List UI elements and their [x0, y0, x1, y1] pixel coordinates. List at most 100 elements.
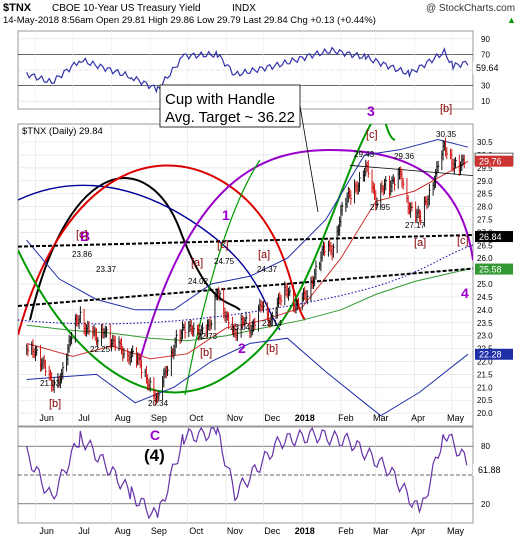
- price-tick-label: 26.5: [477, 241, 493, 250]
- rsi-tick-label: 10: [481, 97, 490, 106]
- price-tick-label: 24.5: [477, 293, 493, 302]
- price-panel: $TNX (Daily) 29.84 30.530.029.529.028.52…: [17, 123, 514, 427]
- stoch-axis: 80 20: [481, 442, 490, 509]
- cup-callout-line1: Cup with Handle: [165, 91, 275, 108]
- x-axis-label-price: May: [447, 413, 465, 423]
- stoch-last-tag: [473, 464, 515, 476]
- x-axis-label-stoch: May: [447, 526, 465, 536]
- wave-c-label-1: [c]: [76, 229, 88, 241]
- rsi-tick-label: 30: [481, 82, 490, 91]
- symbol-label: $TNX: [3, 2, 32, 14]
- price-tick-label: 29.5: [477, 164, 493, 173]
- x-axis-label-price: Aug: [115, 413, 131, 423]
- wave-c-label-3: [c]: [366, 129, 378, 141]
- x-axis-label-stoch: Nov: [227, 526, 244, 536]
- price-bars: [26, 137, 466, 405]
- level-tag-text: 25.58: [479, 265, 502, 275]
- price-note-22-25: 22.25: [90, 345, 111, 354]
- exchange-label: INDX: [232, 3, 256, 14]
- level-tag-box: [475, 155, 513, 167]
- rsi-last-value: 59.64: [476, 63, 499, 73]
- x-axis-label-stoch: Apr: [411, 526, 425, 536]
- price-note-20-34: 20.34: [148, 399, 169, 408]
- wave-a-label-3: [a]: [414, 237, 426, 249]
- watermark: @ StockCharts.com: [426, 3, 515, 14]
- level-tag-box: [475, 263, 513, 275]
- cycle-arc-blue: [18, 184, 281, 331]
- level-tag-text: 26.84: [479, 232, 502, 242]
- instrument-name: CBOE 10-Year US Treasury Yield: [52, 3, 201, 14]
- rsi-last-tag: [473, 62, 513, 74]
- stoch-tick-label: 20: [481, 500, 490, 509]
- wave-1-label: 1: [222, 207, 230, 223]
- rsi-tick-label: 70: [481, 50, 490, 59]
- price-tick-label: 27.5: [477, 216, 493, 225]
- cup-callout-box: [159, 84, 301, 128]
- price-tick-label: 20.0: [477, 409, 493, 418]
- x-axis-label-price: Sep: [151, 413, 167, 423]
- x-axis-label-price: Nov: [227, 413, 244, 423]
- wave-C-label: C: [150, 427, 160, 443]
- wave-a-label-1: [a]: [191, 257, 203, 269]
- x-axis-label-price: Mar: [373, 413, 389, 423]
- price-note-24-75: 24.75: [214, 257, 235, 266]
- price-tick-label: 23.5: [477, 319, 493, 328]
- price-note-22-73: 22.73: [197, 332, 218, 341]
- x-axis-label-price: Oct: [189, 413, 204, 423]
- level-tag-text: 22.28: [479, 350, 502, 360]
- rsi-grid: [18, 31, 473, 109]
- price-tick-label: 24.0: [477, 306, 493, 315]
- cycle-arc-green-thin: [184, 159, 261, 396]
- x-axis-label-price: 2018: [295, 413, 315, 423]
- price-tick-label: 21.5: [477, 370, 493, 379]
- x-axis-label-price: Jun: [39, 413, 54, 423]
- price-note-27-95: 27.95: [370, 203, 391, 212]
- price-note-24-37: 24.37: [257, 265, 278, 274]
- price-tick-label: 28.5: [477, 190, 493, 199]
- rsi-tick-label: 90: [481, 35, 490, 44]
- trendline-lower: [18, 267, 473, 307]
- x-axis-label-stoch: 2018: [295, 526, 315, 536]
- stoch-tick-label: 80: [481, 442, 490, 451]
- level-tag-box: [475, 348, 513, 360]
- wave-b-label-1: [b]: [49, 398, 61, 410]
- price-note-29-43: 29.43: [354, 150, 375, 159]
- price-tick-label: 28.0: [477, 203, 493, 212]
- wave-B-label: B: [80, 228, 90, 244]
- price-tick-label: 23.0: [477, 332, 493, 341]
- price-tick-label: 26.0: [477, 254, 493, 263]
- stoch-last-value: 61.88: [478, 465, 501, 475]
- price-note-23-14: 23.14: [262, 319, 283, 328]
- price-note-23-86: 23.86: [72, 250, 93, 259]
- price-tick-label: 21.0: [477, 383, 493, 392]
- price-note-27-17: 27.17: [405, 221, 426, 230]
- cup-callout-leader: [299, 105, 319, 213]
- wave-b-label-4: [b]: [440, 103, 452, 115]
- wave-a-label-2: [a]: [258, 249, 270, 261]
- price-tick-label: 29.0: [477, 177, 493, 186]
- wave-b-label-3: [b]: [266, 343, 278, 355]
- wave-c-label-2: [c]: [217, 239, 229, 251]
- x-axis-label-stoch: Mar: [373, 526, 389, 536]
- level-tag-box: [475, 231, 513, 243]
- cycle-arc-black: [29, 177, 241, 321]
- cycle-arc-green: [18, 124, 396, 394]
- price-tick-label: 25.0: [477, 280, 493, 289]
- price-note-24-02: 24.02: [188, 277, 209, 286]
- x-axis-label-stoch: Jul: [78, 526, 90, 536]
- trendline-upper: [18, 233, 473, 248]
- stoch-panel: 80 20 61.88: [17, 425, 515, 524]
- wave-3-label: 3: [367, 103, 375, 119]
- annotations: Cup with Handle Avg. Target ~ 36.22 3 1 …: [40, 84, 469, 465]
- rsi-panel: 9070503010 59.64: [17, 30, 513, 110]
- price-note-23-37: 23.37: [96, 265, 117, 274]
- x-axis-label-stoch: Aug: [115, 526, 131, 536]
- price-panel-label: $TNX (Daily) 29.84: [22, 126, 103, 137]
- price-note-23-04: 23.04: [230, 323, 251, 332]
- price-note-29-36: 29.36: [394, 152, 415, 161]
- price-tick-label: 20.5: [477, 396, 493, 405]
- x-axis: Jun Jun Jul Jul Aug Aug Sep Sep Oct Oct Nov Nov Dec D…: [39, 413, 464, 536]
